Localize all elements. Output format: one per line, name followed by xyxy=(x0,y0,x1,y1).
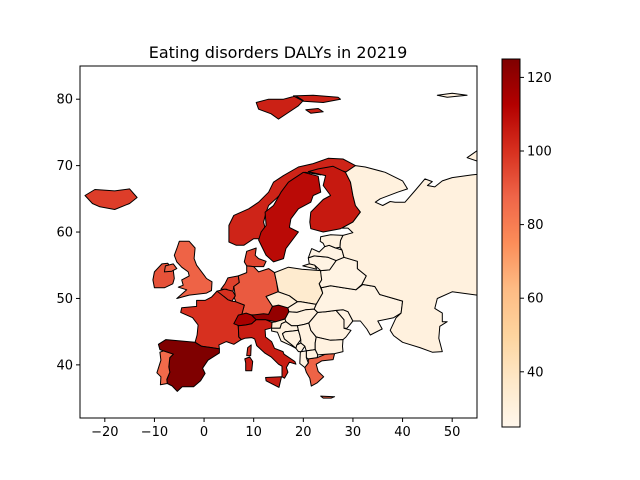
region-svalbard: Svalbard xyxy=(255,94,341,120)
region-france: France xyxy=(180,290,252,357)
x-tick-label: −20 xyxy=(91,425,118,440)
y-tick-label: 80 xyxy=(56,93,73,108)
region-denmark: Denmark xyxy=(243,247,267,268)
x-axis: −20 −10 0 10 20 30 40 50 xyxy=(91,418,460,440)
region-greece: Greece xyxy=(304,353,336,399)
region-iceland: Iceland xyxy=(84,188,138,210)
region-united-kingdom: United Kingdom xyxy=(163,240,213,299)
x-tick-label: 20 xyxy=(295,425,312,440)
y-tick-label: 40 xyxy=(56,358,73,373)
map-countries: IcelandNorwaySwedenFinlandSvalbardIrelan… xyxy=(84,92,477,399)
region-estonia: Estonia xyxy=(319,234,344,249)
x-tick-label: 40 xyxy=(394,425,411,440)
y-axis: 40 50 60 70 80 xyxy=(56,93,80,373)
x-tick-label: 50 xyxy=(444,425,461,440)
region-russia: Russia xyxy=(302,92,477,353)
region-montenegro: Montenegro xyxy=(295,342,306,353)
y-tick-label: 50 xyxy=(56,292,73,307)
plot-frame xyxy=(79,65,478,419)
x-tick-label: −10 xyxy=(141,425,168,440)
colorbar-tick-label: 80 xyxy=(527,218,544,233)
y-tick-label: 70 xyxy=(56,159,73,174)
colorbar-tick-label: 100 xyxy=(527,145,552,160)
colorbar xyxy=(501,58,521,428)
region-bulgaria: Bulgaria xyxy=(314,336,344,356)
x-tick-label: 30 xyxy=(345,425,362,440)
colorbar-axis: 40 60 80 100 120 xyxy=(520,71,552,380)
colorbar-tick-label: 60 xyxy=(527,292,544,307)
colorbar-tick-label: 120 xyxy=(527,71,552,86)
region-albania: Albania xyxy=(299,350,309,368)
x-tick-label: 0 xyxy=(200,425,208,440)
region-north-macedonia: North Macedonia xyxy=(305,349,319,360)
y-tick-label: 60 xyxy=(56,226,73,241)
region-latvia: Latvia xyxy=(307,244,345,262)
chart-title: Eating disorders DALYs in 20219 xyxy=(149,43,408,62)
region-sweden: Sweden xyxy=(258,171,322,263)
x-tick-label: 10 xyxy=(245,425,262,440)
colorbar-tick-label: 40 xyxy=(527,365,544,380)
region-portugal: Portugal xyxy=(156,350,174,386)
region-italy: Italy xyxy=(237,319,297,388)
